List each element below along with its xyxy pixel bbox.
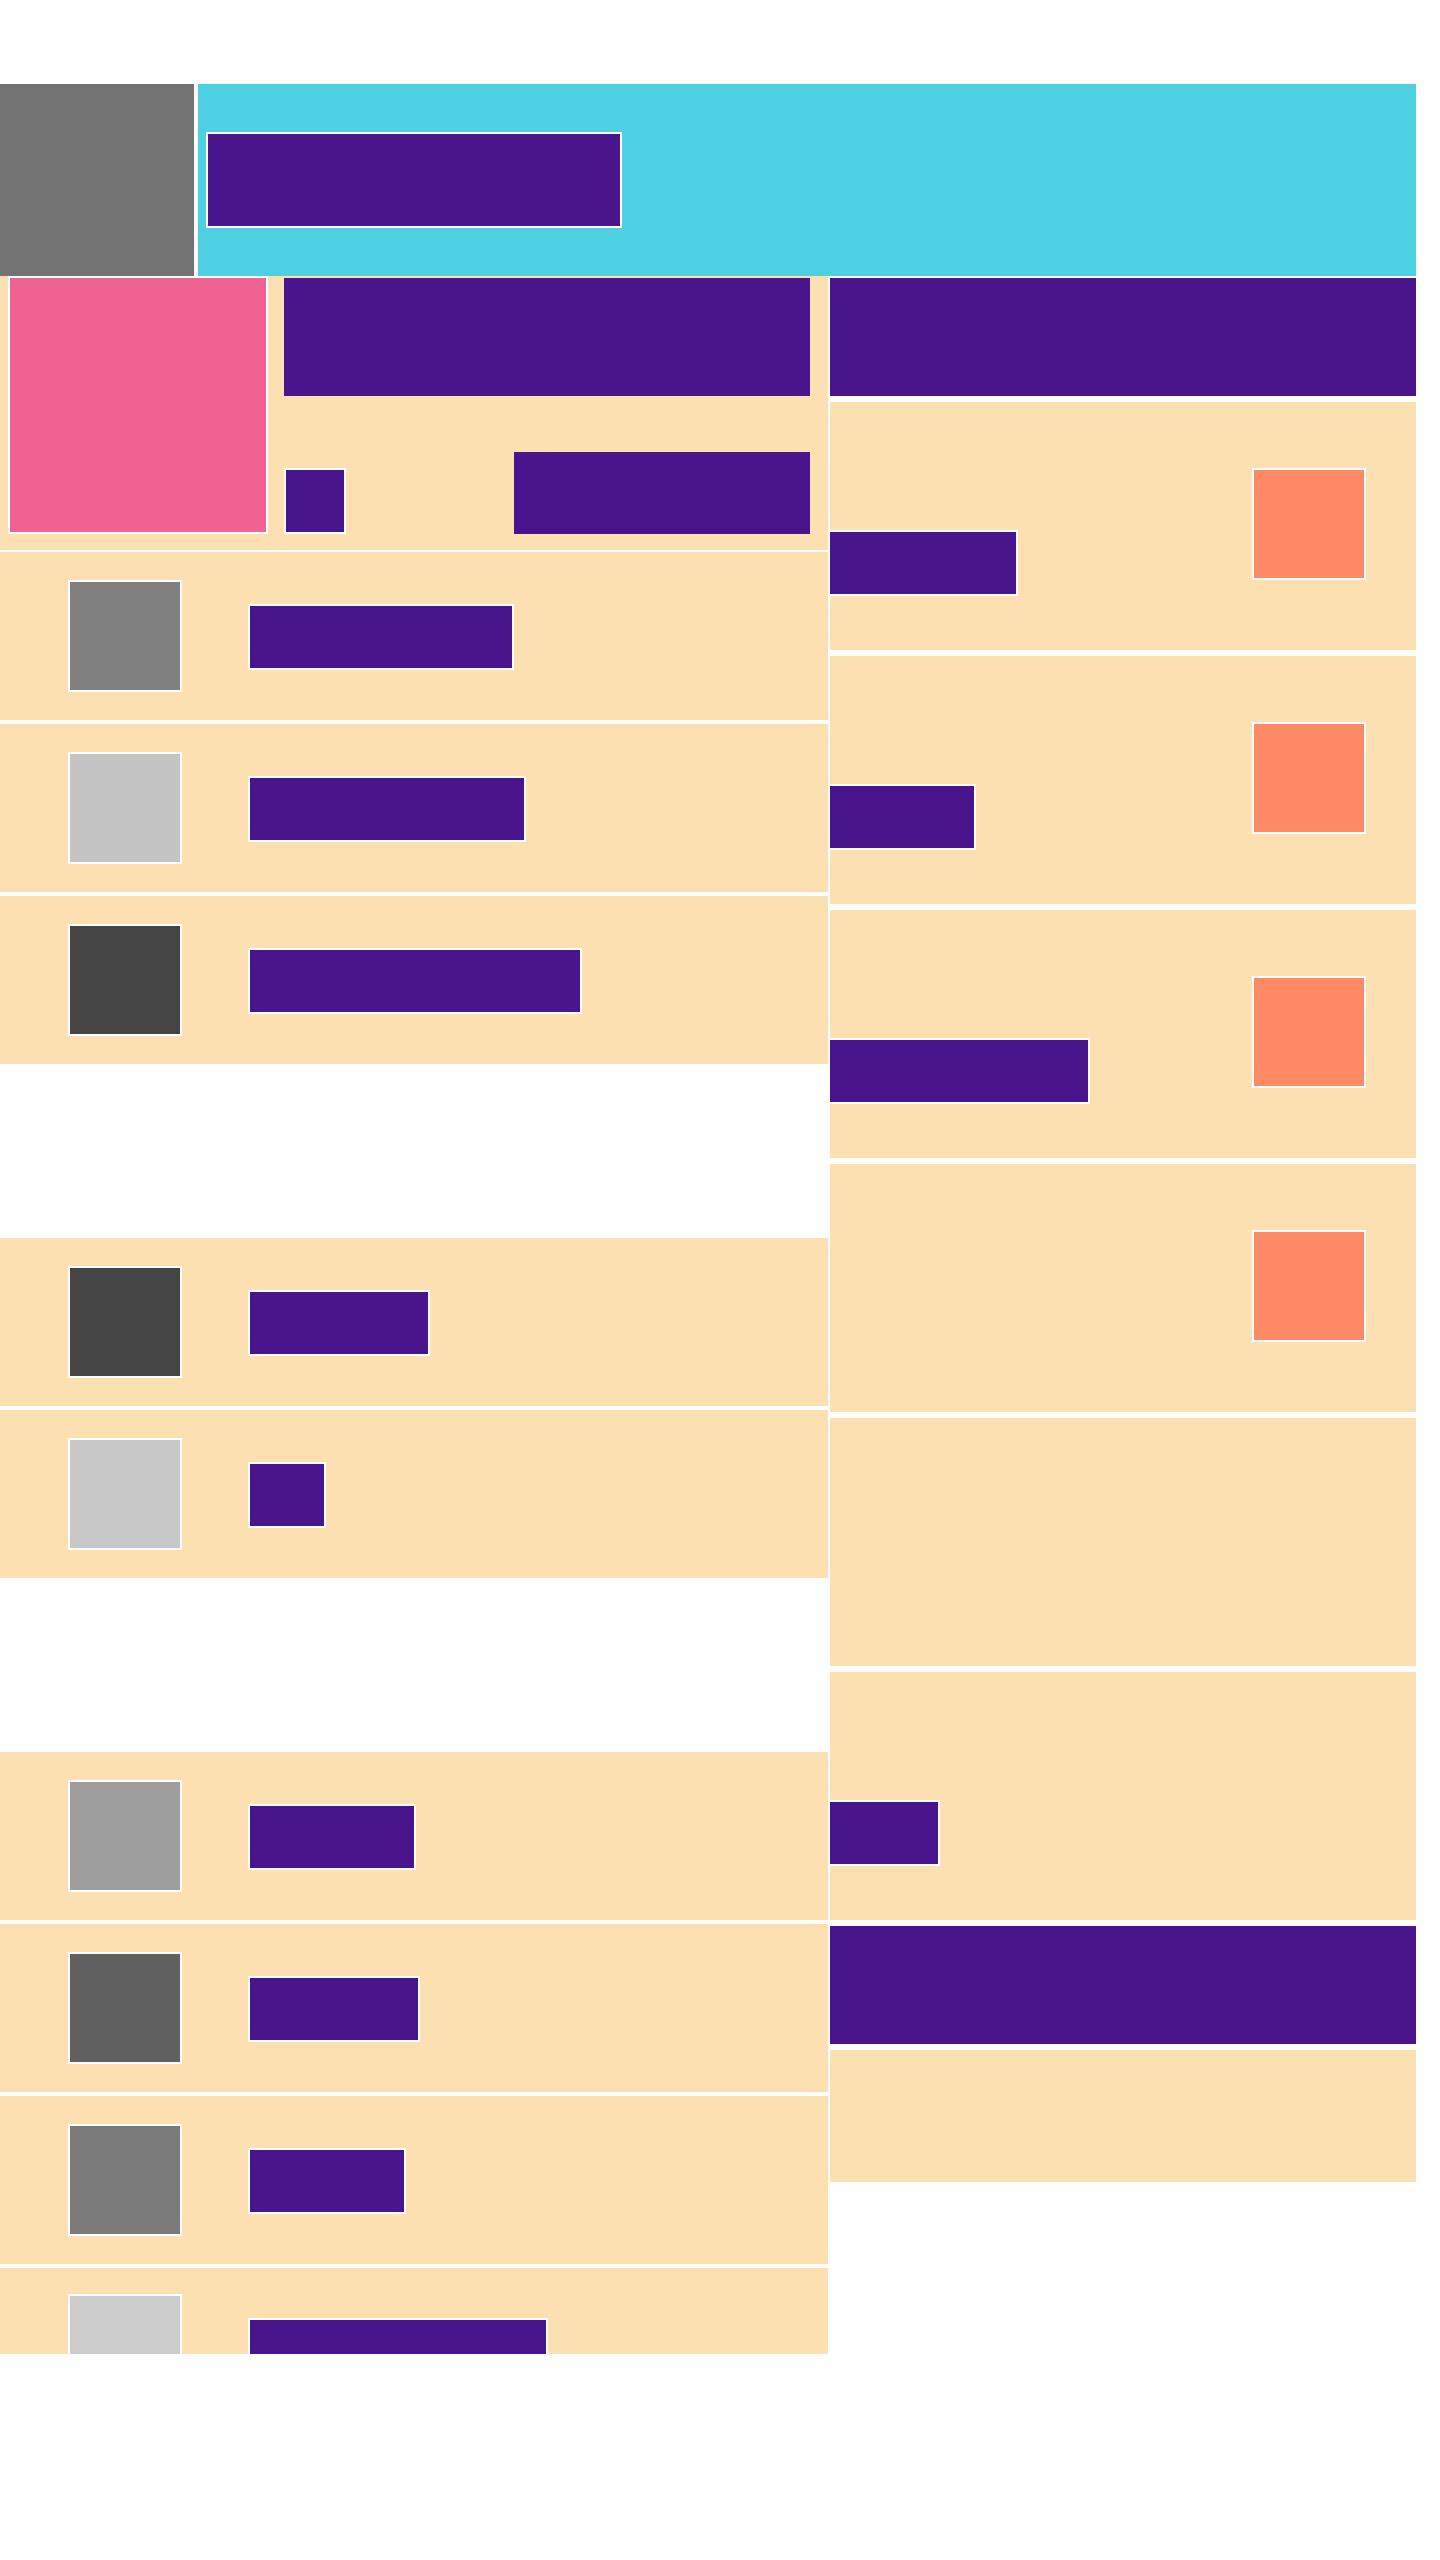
right-panel-title [830, 278, 1416, 396]
list-item-thumbnail [68, 580, 182, 692]
hero-tag [284, 468, 346, 534]
card-icon[interactable] [1252, 468, 1366, 580]
list-item-label [248, 1804, 416, 1870]
card-label [828, 1038, 1090, 1104]
list-item-label [248, 776, 526, 842]
right-panel-footer [830, 2050, 1416, 2182]
list-item-thumbnail [68, 2124, 182, 2236]
card[interactable] [830, 1418, 1416, 1666]
hero-image [8, 276, 268, 534]
right-panel-footer-title [830, 1926, 1416, 2044]
card-icon[interactable] [1252, 976, 1366, 1088]
list-item-thumbnail [68, 752, 182, 864]
card[interactable] [830, 1672, 1416, 1920]
header-title [206, 132, 622, 228]
list-item[interactable] [0, 2268, 828, 2354]
list-item-label [248, 1462, 326, 1528]
hero-action-button[interactable] [514, 452, 810, 534]
card-label [828, 1800, 940, 1866]
card-icon[interactable] [1252, 722, 1366, 834]
list-item-thumbnail [68, 1266, 182, 1378]
list-item-thumbnail [68, 1952, 182, 2064]
header-image [0, 84, 194, 276]
list-item-thumbnail [68, 1780, 182, 1892]
list-item-label [248, 2148, 406, 2214]
card-icon[interactable] [1252, 1230, 1366, 1342]
list-item-label [248, 604, 514, 670]
list-item-thumbnail [68, 2294, 182, 2354]
hero-title [284, 278, 810, 396]
list-item-label [248, 1976, 420, 2042]
list-item-thumbnail [68, 1438, 182, 1550]
list-item-thumbnail [68, 924, 182, 1036]
list-item-label [248, 2318, 548, 2354]
list-item-label [248, 948, 582, 1014]
card-label [828, 784, 976, 850]
header-divider [194, 84, 198, 276]
list-item-label [248, 1290, 430, 1356]
card-label [828, 530, 1018, 596]
